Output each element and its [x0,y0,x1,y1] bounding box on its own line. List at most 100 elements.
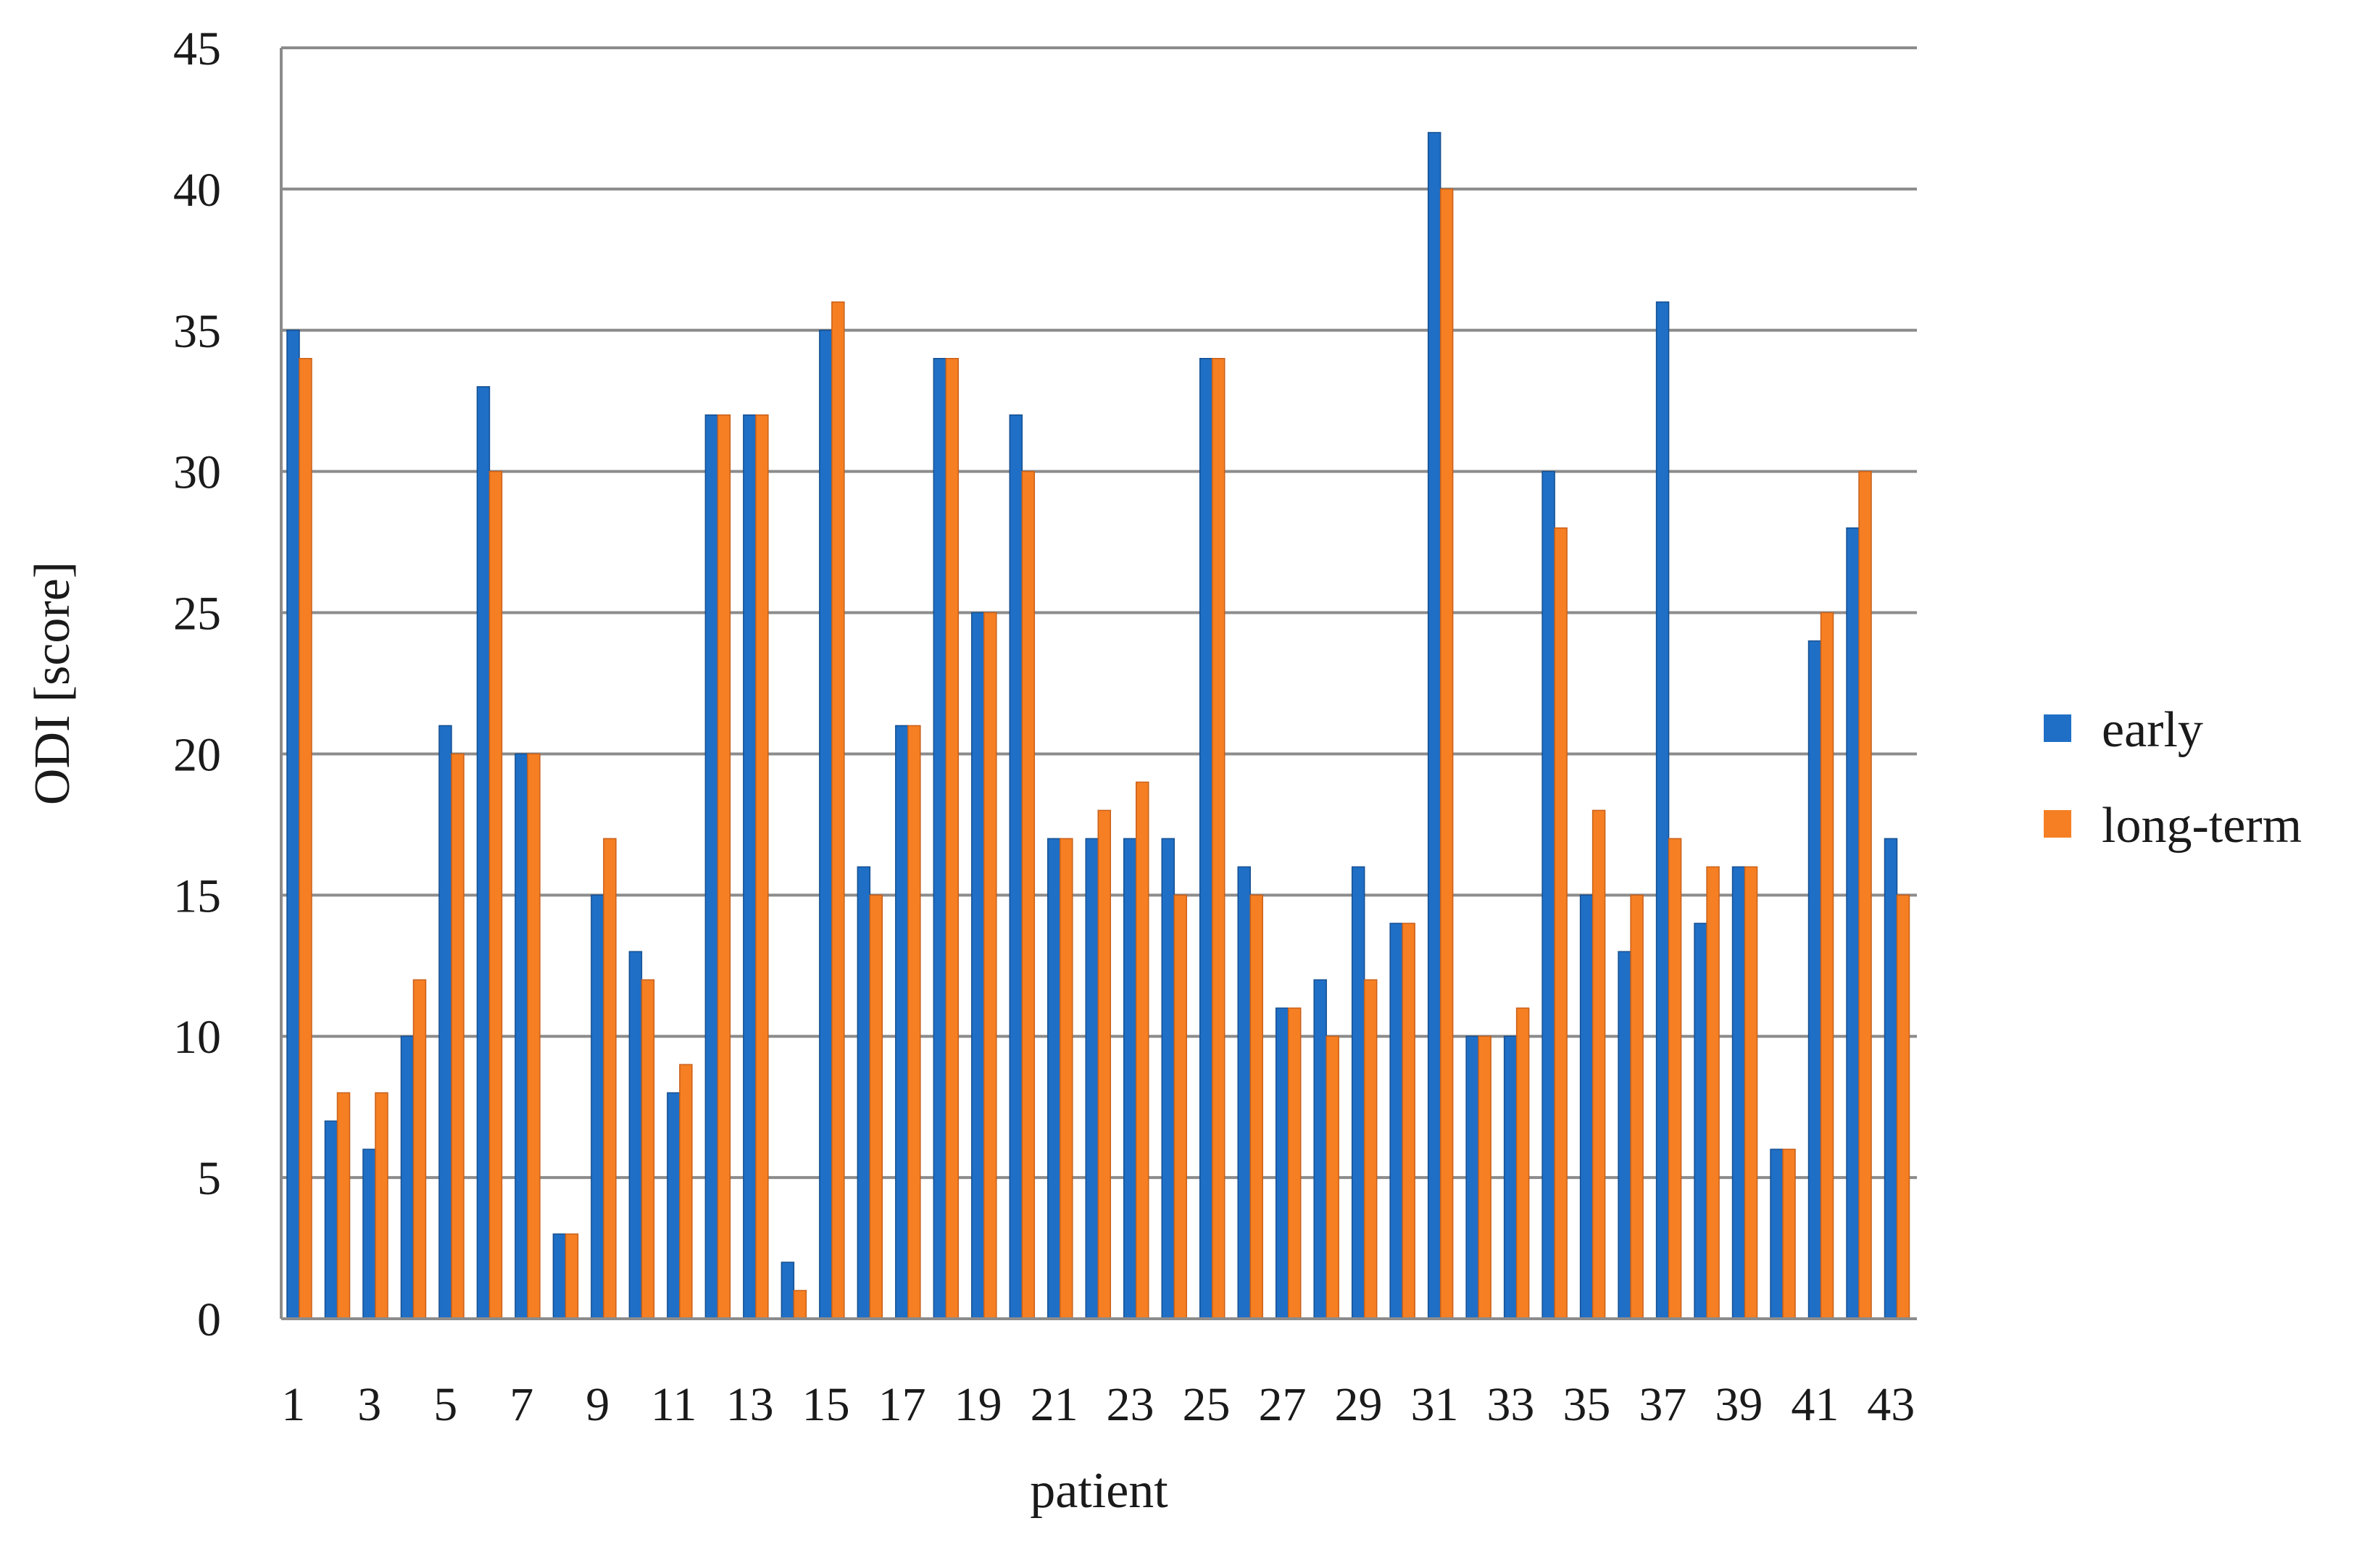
bar-long-term-41 [1820,612,1834,1319]
bar-early-31 [1427,132,1441,1319]
bar-early-24 [1161,838,1175,1319]
y-tick-label: 25 [173,588,221,641]
x-tick-label: 43 [1867,1378,1915,1431]
x-axis-title: patient [1030,1463,1168,1519]
bar-long-term-39 [1744,866,1758,1319]
bar-long-term-15 [831,301,845,1319]
bar-early-42 [1846,527,1860,1319]
bar-early-34 [1541,470,1555,1319]
bar-early-26 [1237,866,1251,1319]
bar-long-term-34 [1554,527,1568,1319]
bar-long-term-17 [907,725,921,1319]
bar-long-term-29 [1363,979,1378,1319]
bar-early-18 [933,358,947,1319]
x-tick-label: 11 [651,1378,697,1431]
bar-long-term-6 [488,470,503,1319]
bar-long-term-40 [1782,1148,1796,1319]
bar-early-36 [1618,951,1631,1319]
bar-early-6 [476,385,491,1319]
x-tick-label: 31 [1410,1378,1458,1431]
bar-early-38 [1694,922,1707,1319]
gridlines [281,46,1917,1320]
bar-early-30 [1389,922,1403,1319]
bar-early-22 [1085,838,1099,1319]
x-tick-label: 29 [1334,1378,1382,1431]
bar-early-9 [591,894,604,1319]
x-tick-label: 9 [586,1378,609,1431]
bar-long-term-43 [1896,894,1910,1319]
x-tick-label: 23 [1107,1378,1154,1431]
bar-early-16 [857,866,871,1319]
bar-long-term-19 [983,612,997,1319]
bar-long-term-2 [336,1092,351,1319]
y-axis-title: ODI [score] [25,562,80,805]
bar-long-term-28 [1326,1035,1339,1319]
bar-early-3 [362,1148,376,1319]
bar-long-term-33 [1515,1007,1530,1319]
bar-early-33 [1503,1035,1518,1319]
legend-swatch-early [2044,714,2071,742]
bar-early-11 [667,1092,681,1319]
bar-long-term-23 [1135,781,1149,1319]
bar-long-term-3 [375,1092,388,1319]
x-tick-label: 3 [357,1378,381,1431]
y-tick-label: 5 [197,1152,221,1205]
bar-long-term-24 [1173,894,1187,1319]
x-tick-label: 13 [726,1378,774,1431]
y-tick-label: 30 [173,446,221,499]
bar-long-term-13 [755,414,769,1319]
bar-long-term-31 [1439,188,1454,1319]
bar-early-8 [552,1233,567,1319]
legend-label-long-term: long-term [2102,798,2302,854]
y-tick-label: 10 [173,1011,221,1064]
y-tick-label: 40 [173,164,221,217]
bar-early-43 [1884,838,1898,1319]
bar-long-term-1 [299,358,312,1319]
bar-early-41 [1807,640,1822,1319]
bar-early-37 [1655,301,1670,1319]
bar-long-term-38 [1706,866,1720,1319]
bar-long-term-26 [1249,894,1263,1319]
bar-long-term-20 [1021,470,1036,1319]
bar-long-term-9 [603,838,617,1319]
bar-early-7 [515,753,528,1319]
bar-early-29 [1351,866,1365,1319]
bars [286,132,1910,1319]
legend: early long-term [2044,702,2302,854]
bar-long-term-8 [565,1233,579,1319]
bar-long-term-7 [527,753,541,1319]
bar-early-27 [1275,1007,1289,1319]
bar-early-12 [704,414,719,1319]
bar-long-term-11 [679,1064,693,1319]
bar-early-40 [1770,1148,1784,1319]
x-tick-label: 17 [878,1378,926,1431]
x-tick-label: 21 [1031,1378,1078,1431]
bar-early-4 [400,1035,415,1319]
x-tick-label: 39 [1715,1378,1763,1431]
x-tick-label: 27 [1258,1378,1306,1431]
bar-long-term-5 [451,753,465,1319]
y-tick-label: 35 [173,305,221,358]
bar-early-15 [819,330,833,1319]
legend-swatch-long-term [2044,810,2071,838]
bar-long-term-14 [793,1290,807,1319]
bar-long-term-42 [1858,470,1872,1319]
bar-early-28 [1313,979,1327,1319]
bar-long-term-21 [1060,838,1073,1319]
bar-long-term-36 [1630,894,1644,1319]
x-tick-label: 25 [1183,1378,1231,1431]
bar-long-term-10 [641,979,655,1319]
bar-long-term-35 [1591,809,1606,1319]
bar-early-17 [895,725,909,1319]
bar-early-14 [781,1262,795,1319]
bar-long-term-4 [412,979,427,1319]
x-tick-label: 7 [509,1378,533,1431]
legend-label-early: early [2102,702,2203,758]
bar-early-5 [438,725,452,1319]
bar-long-term-25 [1211,358,1226,1319]
axes [280,48,1917,1320]
bar-early-19 [971,612,985,1319]
bar-long-term-30 [1402,922,1415,1319]
bar-early-23 [1123,838,1137,1319]
bar-early-32 [1465,1035,1479,1319]
